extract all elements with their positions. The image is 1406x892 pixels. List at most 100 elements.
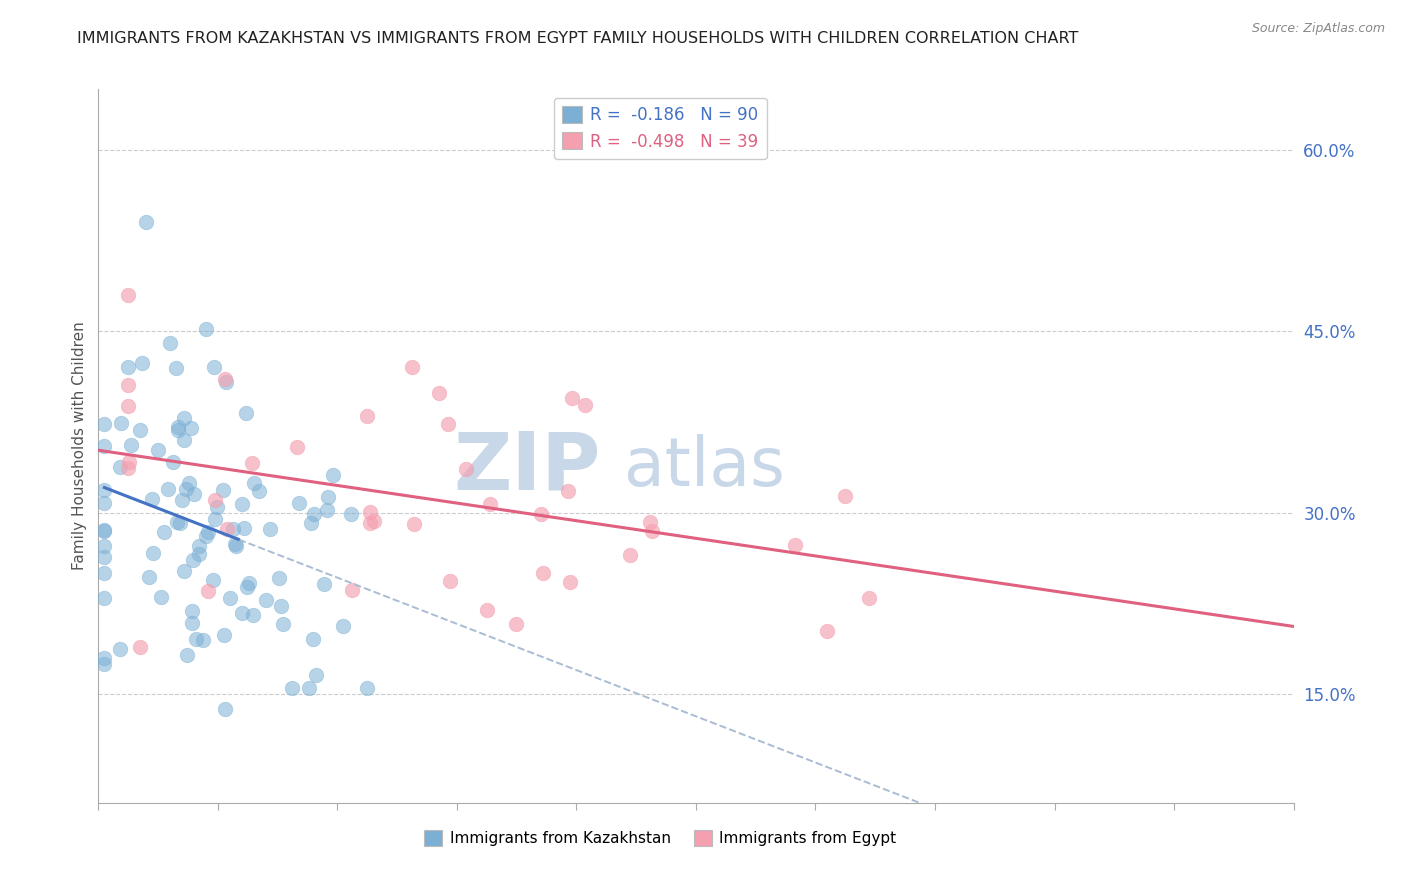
Point bbox=[173, 411, 195, 425]
Point bbox=[138, 570, 160, 584]
Point bbox=[785, 538, 807, 552]
Point bbox=[177, 476, 200, 491]
Point bbox=[173, 433, 195, 447]
Point bbox=[288, 495, 311, 509]
Point bbox=[202, 573, 225, 587]
Point bbox=[215, 522, 238, 536]
Text: atlas: atlas bbox=[624, 434, 785, 500]
Point bbox=[176, 648, 198, 662]
Point bbox=[174, 482, 197, 496]
Point bbox=[222, 522, 245, 536]
Point bbox=[117, 360, 139, 375]
Point bbox=[214, 702, 236, 716]
Point bbox=[280, 681, 302, 695]
Point bbox=[298, 681, 321, 696]
Point bbox=[285, 440, 308, 454]
Point bbox=[479, 497, 502, 511]
Point bbox=[204, 512, 226, 526]
Point bbox=[401, 359, 423, 374]
Point bbox=[131, 356, 153, 370]
Point bbox=[247, 484, 270, 499]
Point bbox=[194, 322, 217, 336]
Point bbox=[439, 574, 461, 588]
Point bbox=[191, 632, 214, 647]
Point bbox=[224, 537, 246, 551]
Point bbox=[93, 483, 115, 497]
Point bbox=[172, 492, 194, 507]
Point bbox=[93, 439, 115, 453]
Point bbox=[259, 522, 281, 536]
Point bbox=[322, 467, 344, 482]
Point bbox=[93, 417, 115, 431]
Point bbox=[316, 490, 339, 504]
Point bbox=[218, 591, 240, 606]
Point bbox=[169, 516, 191, 530]
Point bbox=[93, 495, 115, 509]
Point bbox=[454, 461, 477, 475]
Point bbox=[181, 553, 204, 567]
Point bbox=[93, 591, 115, 605]
Point bbox=[129, 640, 152, 654]
Point bbox=[302, 632, 325, 646]
Point bbox=[118, 455, 141, 469]
Point bbox=[560, 575, 582, 590]
Point bbox=[561, 391, 583, 405]
Point bbox=[316, 503, 339, 517]
Point bbox=[117, 461, 139, 475]
Point bbox=[332, 619, 354, 633]
Point bbox=[181, 615, 204, 630]
Point bbox=[271, 617, 294, 632]
Point bbox=[150, 590, 173, 604]
Point bbox=[120, 438, 142, 452]
Point bbox=[152, 525, 174, 540]
Point bbox=[427, 385, 450, 400]
Point bbox=[141, 492, 163, 507]
Point bbox=[640, 524, 662, 538]
Point bbox=[117, 377, 139, 392]
Point bbox=[363, 514, 385, 528]
Point bbox=[638, 515, 661, 529]
Point bbox=[574, 399, 596, 413]
Point bbox=[231, 606, 253, 620]
Point bbox=[93, 524, 115, 538]
Point bbox=[195, 529, 218, 543]
Point bbox=[302, 507, 325, 521]
Point bbox=[243, 475, 266, 490]
Point bbox=[205, 500, 228, 514]
Point bbox=[530, 508, 553, 522]
Point bbox=[267, 571, 290, 585]
Point bbox=[231, 497, 253, 511]
Point bbox=[181, 604, 204, 618]
Point bbox=[619, 548, 641, 562]
Text: ZIP: ZIP bbox=[453, 428, 600, 507]
Point bbox=[815, 624, 838, 638]
Point bbox=[188, 547, 211, 561]
Point bbox=[359, 505, 381, 519]
Point bbox=[197, 525, 219, 540]
Point bbox=[340, 508, 363, 522]
Point bbox=[128, 423, 150, 437]
Point bbox=[235, 580, 257, 594]
Point bbox=[235, 406, 257, 420]
Point bbox=[159, 336, 181, 351]
Point bbox=[162, 455, 184, 469]
Point bbox=[157, 482, 180, 496]
Point bbox=[305, 667, 328, 681]
Text: Source: ZipAtlas.com: Source: ZipAtlas.com bbox=[1251, 22, 1385, 36]
Point bbox=[225, 539, 247, 553]
Y-axis label: Family Households with Children: Family Households with Children bbox=[72, 322, 87, 570]
Legend: Immigrants from Kazakhstan, Immigrants from Egypt: Immigrants from Kazakhstan, Immigrants f… bbox=[418, 824, 903, 852]
Point bbox=[238, 575, 260, 590]
Point bbox=[93, 549, 115, 564]
Point bbox=[117, 399, 139, 413]
Point bbox=[437, 417, 460, 432]
Point bbox=[108, 459, 131, 474]
Point bbox=[135, 215, 157, 229]
Point bbox=[212, 483, 235, 498]
Point bbox=[858, 591, 880, 605]
Point bbox=[214, 372, 236, 386]
Point bbox=[240, 456, 263, 470]
Point bbox=[402, 516, 425, 531]
Point bbox=[180, 421, 202, 435]
Point bbox=[148, 442, 170, 457]
